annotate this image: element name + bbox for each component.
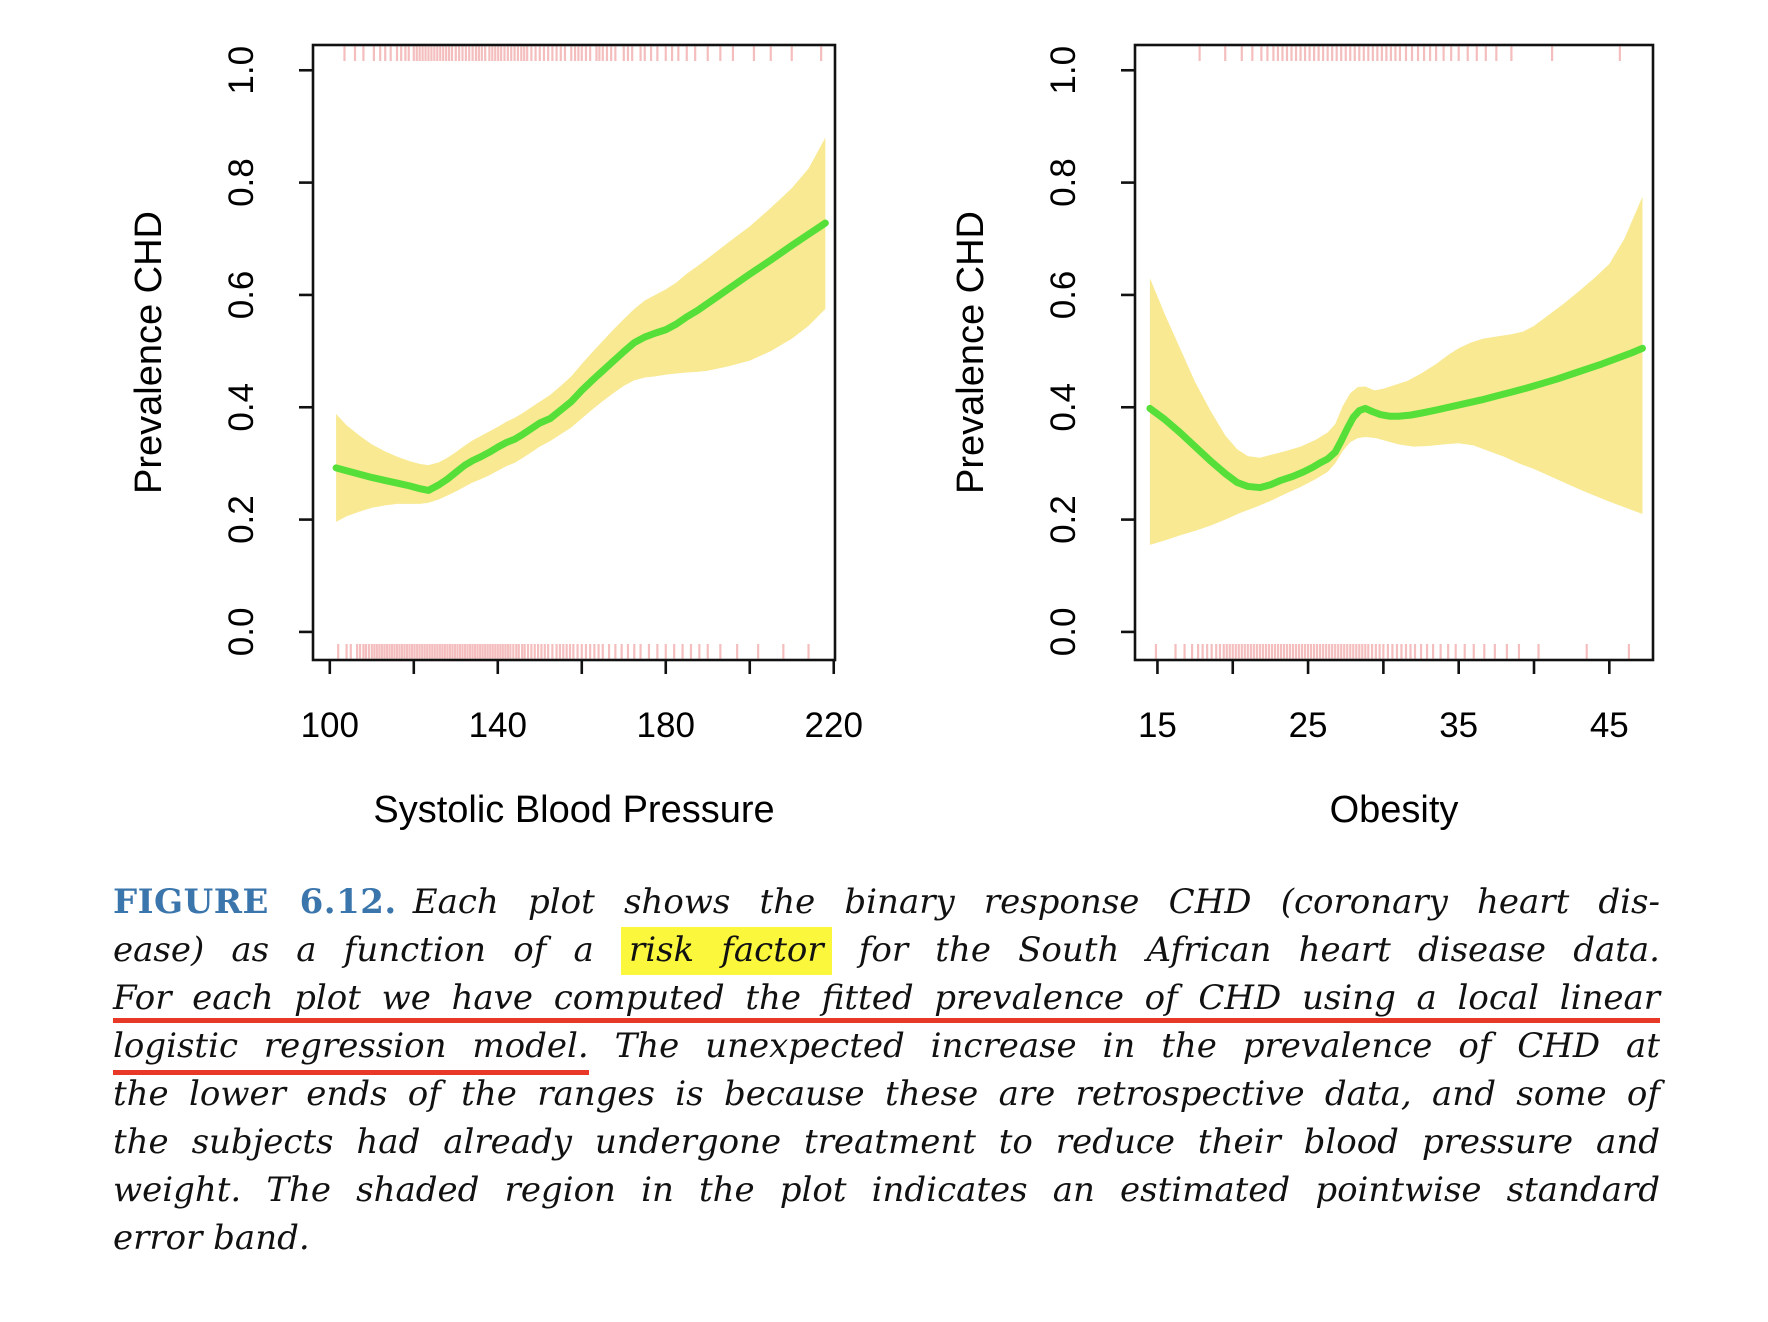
caption-text: for the South African heart disease data… (831, 930, 1660, 970)
caption-line-7: weight. The shaded region in the plot in… (113, 1166, 1660, 1214)
caption-text: Each plot shows the binary response CHD … (412, 882, 1660, 922)
x-tick-label-left: 140 (469, 706, 527, 745)
figure-plots: 100 140 180 220 0.0 0.2 0.4 0.6 0.8 1.0 Systolic B… (128, 43, 1655, 831)
x-tick-label-left: 100 (301, 706, 359, 745)
caption-line-2: ease) as a function of a risk factor for… (113, 926, 1660, 975)
y-tick-label-left: 1.0 (222, 46, 261, 95)
x-tick-label-right: 25 (1289, 706, 1328, 745)
y-tick-label-left: 0.2 (222, 495, 261, 544)
caption-line-4: logistic regression model. The unexpecte… (113, 1022, 1660, 1075)
y-tick-label-left: 0.6 (222, 271, 261, 320)
figure-caption: FIGURE 6.12. Each plot shows the binary r… (113, 878, 1660, 1262)
highlighted-phrase: risk factor (620, 927, 832, 975)
caption-text: the subjects had already undergone treat… (113, 1122, 1660, 1162)
standard-error-band-left (336, 137, 826, 522)
plot-frame-left (311, 43, 837, 662)
caption-line-6: the subjects had already undergone treat… (113, 1118, 1660, 1166)
x-axis-title-left: Systolic Blood Pressure (373, 789, 774, 831)
x-tick-label-right: 35 (1439, 706, 1478, 745)
y-tick-label-right: 0.2 (1044, 495, 1083, 544)
caption-text: error band. (113, 1218, 310, 1258)
plot-frame-right (1133, 43, 1655, 662)
y-tick-label-right: 1.0 (1044, 46, 1083, 95)
caption-text: The unexpected increase in the prevalenc… (588, 1026, 1660, 1066)
y-tick-label-right: 0.8 (1044, 158, 1083, 207)
y-tick-label-right: 0.6 (1044, 271, 1083, 320)
x-axis-title-right: Obesity (1330, 789, 1459, 831)
underlined-phrase: logistic regression model. (113, 1026, 589, 1075)
caption-text: ease) as a function of a (113, 930, 621, 970)
y-axis-title-right: Prevalence CHD (950, 211, 992, 494)
caption-text: For each plot we have computed the fitte… (113, 978, 1660, 1018)
y-axis-title-left: Prevalence CHD (128, 211, 170, 494)
y-tick-label-left: 0.8 (222, 158, 261, 207)
caption-text: the lower ends of the ranges is because … (113, 1074, 1660, 1114)
y-tick-label-left: 0.4 (222, 383, 261, 432)
y-tick-label-right: 0.4 (1044, 383, 1083, 432)
caption-line-8: error band. (113, 1214, 1660, 1262)
y-tick-label-right: 0.0 (1044, 608, 1083, 657)
fitted-prevalence-curve-right (1146, 344, 1646, 492)
caption-line-5: the lower ends of the ranges is because … (113, 1070, 1660, 1118)
x-tick-label-right: 15 (1138, 706, 1177, 745)
standard-error-band-right (1149, 196, 1643, 545)
fitted-prevalence-curve-left (332, 219, 829, 494)
x-tick-label-left: 220 (805, 706, 863, 745)
y-tick-label-left: 0.0 (222, 608, 261, 657)
caption-text: weight. The shaded region in the plot in… (113, 1170, 1660, 1210)
figure-number-label: FIGURE 6.12. (113, 882, 397, 922)
x-tick-label-left: 180 (637, 706, 695, 745)
x-tick-label-right: 45 (1590, 706, 1629, 745)
caption-line-3-underlined: For each plot we have computed the fitte… (113, 974, 1660, 1023)
caption-line-1: FIGURE 6.12. Each plot shows the binary r… (113, 878, 1660, 926)
